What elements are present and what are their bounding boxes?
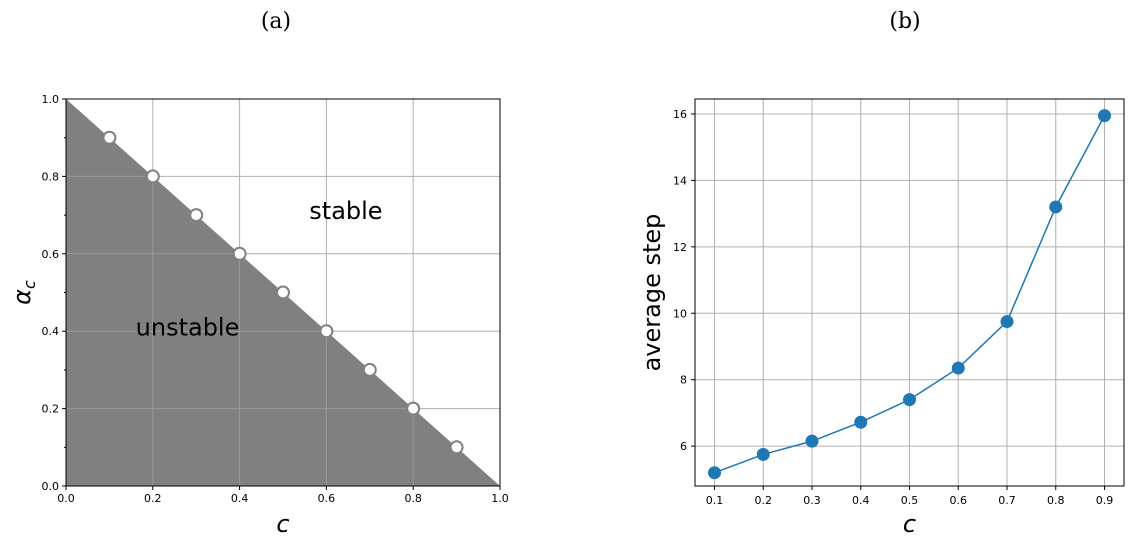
data-point bbox=[951, 361, 965, 375]
y-tick-label: 0.8 bbox=[42, 170, 60, 183]
boundary-point bbox=[145, 169, 160, 184]
data-point bbox=[854, 415, 868, 429]
y-tick-label: 10 bbox=[673, 307, 687, 320]
y-tick-label: 8 bbox=[680, 374, 687, 387]
chart-b: 0.1 0.2 0.3 0.4 0.5 0.6 0.7 0.8 0.9 6 8 10 12 14 16 c… bbox=[638, 98, 1125, 538]
x-tick-label: 0.4 bbox=[852, 494, 870, 507]
x-tick-label: 0.9 bbox=[1096, 494, 1114, 507]
y-tick-label: 16 bbox=[673, 108, 687, 121]
data-point bbox=[708, 466, 721, 480]
boundary-point bbox=[102, 130, 117, 145]
boundary-point bbox=[276, 285, 290, 300]
x-tick-label: 0.1 bbox=[706, 494, 724, 507]
data-point bbox=[903, 393, 916, 407]
boundary-point bbox=[189, 208, 204, 223]
y-tick-label: 14 bbox=[673, 174, 687, 187]
chart-a-x-ticks: 0.0 0.2 0.4 0.6 0.8 1.0 bbox=[57, 486, 509, 505]
data-point bbox=[1049, 200, 1063, 214]
chart-b-x-ticks: 0.1 0.2 0.3 0.4 0.5 0.6 0.7 0.8 0.9 bbox=[706, 486, 1114, 507]
boundary-point bbox=[319, 324, 334, 339]
chart-a: 0.0 0.2 0.4 0.6 0.8 1.0 0.0 0.2 0.4 0.6 0.8 1.0 st… bbox=[8, 93, 509, 538]
chart-a-x-axis-label: c bbox=[276, 510, 289, 538]
boundary-point bbox=[362, 362, 377, 377]
x-tick-label: 0.6 bbox=[950, 494, 968, 507]
y-tick-label: 0.4 bbox=[42, 325, 60, 338]
y-tick-label: 1.0 bbox=[42, 93, 60, 106]
chart-a-y-ticks: 0.0 0.2 0.4 0.6 0.8 1.0 bbox=[42, 93, 66, 493]
y-tick-label: 6 bbox=[680, 440, 687, 453]
unstable-region-label: unstable bbox=[136, 313, 240, 341]
chart-a-y-axis-label: αc bbox=[8, 280, 39, 305]
chart-b-x-axis-label: c bbox=[903, 510, 916, 538]
stable-region-label: stable bbox=[309, 197, 382, 225]
chart-b-points bbox=[708, 109, 1111, 480]
chart-b-y-axis-label: average step bbox=[638, 214, 666, 372]
data-point bbox=[1098, 109, 1111, 123]
panel-b-label: (b) bbox=[889, 9, 920, 34]
y-tick-label: 0.2 bbox=[42, 403, 60, 416]
data-point bbox=[805, 434, 819, 448]
y-tick-label: 0.0 bbox=[42, 480, 60, 493]
boundary-point bbox=[449, 440, 464, 455]
x-tick-label: 0.6 bbox=[318, 492, 336, 505]
y-tick-label: 12 bbox=[673, 241, 687, 254]
x-tick-label: 0.5 bbox=[901, 494, 919, 507]
x-tick-label: 0.7 bbox=[998, 494, 1016, 507]
x-tick-label: 0.8 bbox=[1047, 494, 1065, 507]
data-point bbox=[1000, 315, 1014, 329]
x-tick-label: 0.4 bbox=[231, 492, 249, 505]
data-point bbox=[756, 447, 770, 461]
chart-b-grid bbox=[695, 99, 1124, 486]
x-tick-label: 0.0 bbox=[57, 492, 75, 505]
chart-a-points bbox=[102, 130, 464, 455]
x-tick-label: 1.0 bbox=[491, 492, 509, 505]
x-tick-label: 0.3 bbox=[803, 494, 821, 507]
boundary-point bbox=[232, 246, 247, 261]
x-tick-label: 0.2 bbox=[755, 494, 773, 507]
x-tick-label: 0.2 bbox=[144, 492, 162, 505]
x-tick-label: 0.8 bbox=[404, 492, 422, 505]
chart-b-y-ticks: 6 8 10 12 14 16 bbox=[673, 108, 695, 453]
boundary-point bbox=[406, 401, 421, 416]
y-tick-label: 0.6 bbox=[42, 248, 60, 261]
panel-a-label: (a) bbox=[261, 9, 291, 34]
